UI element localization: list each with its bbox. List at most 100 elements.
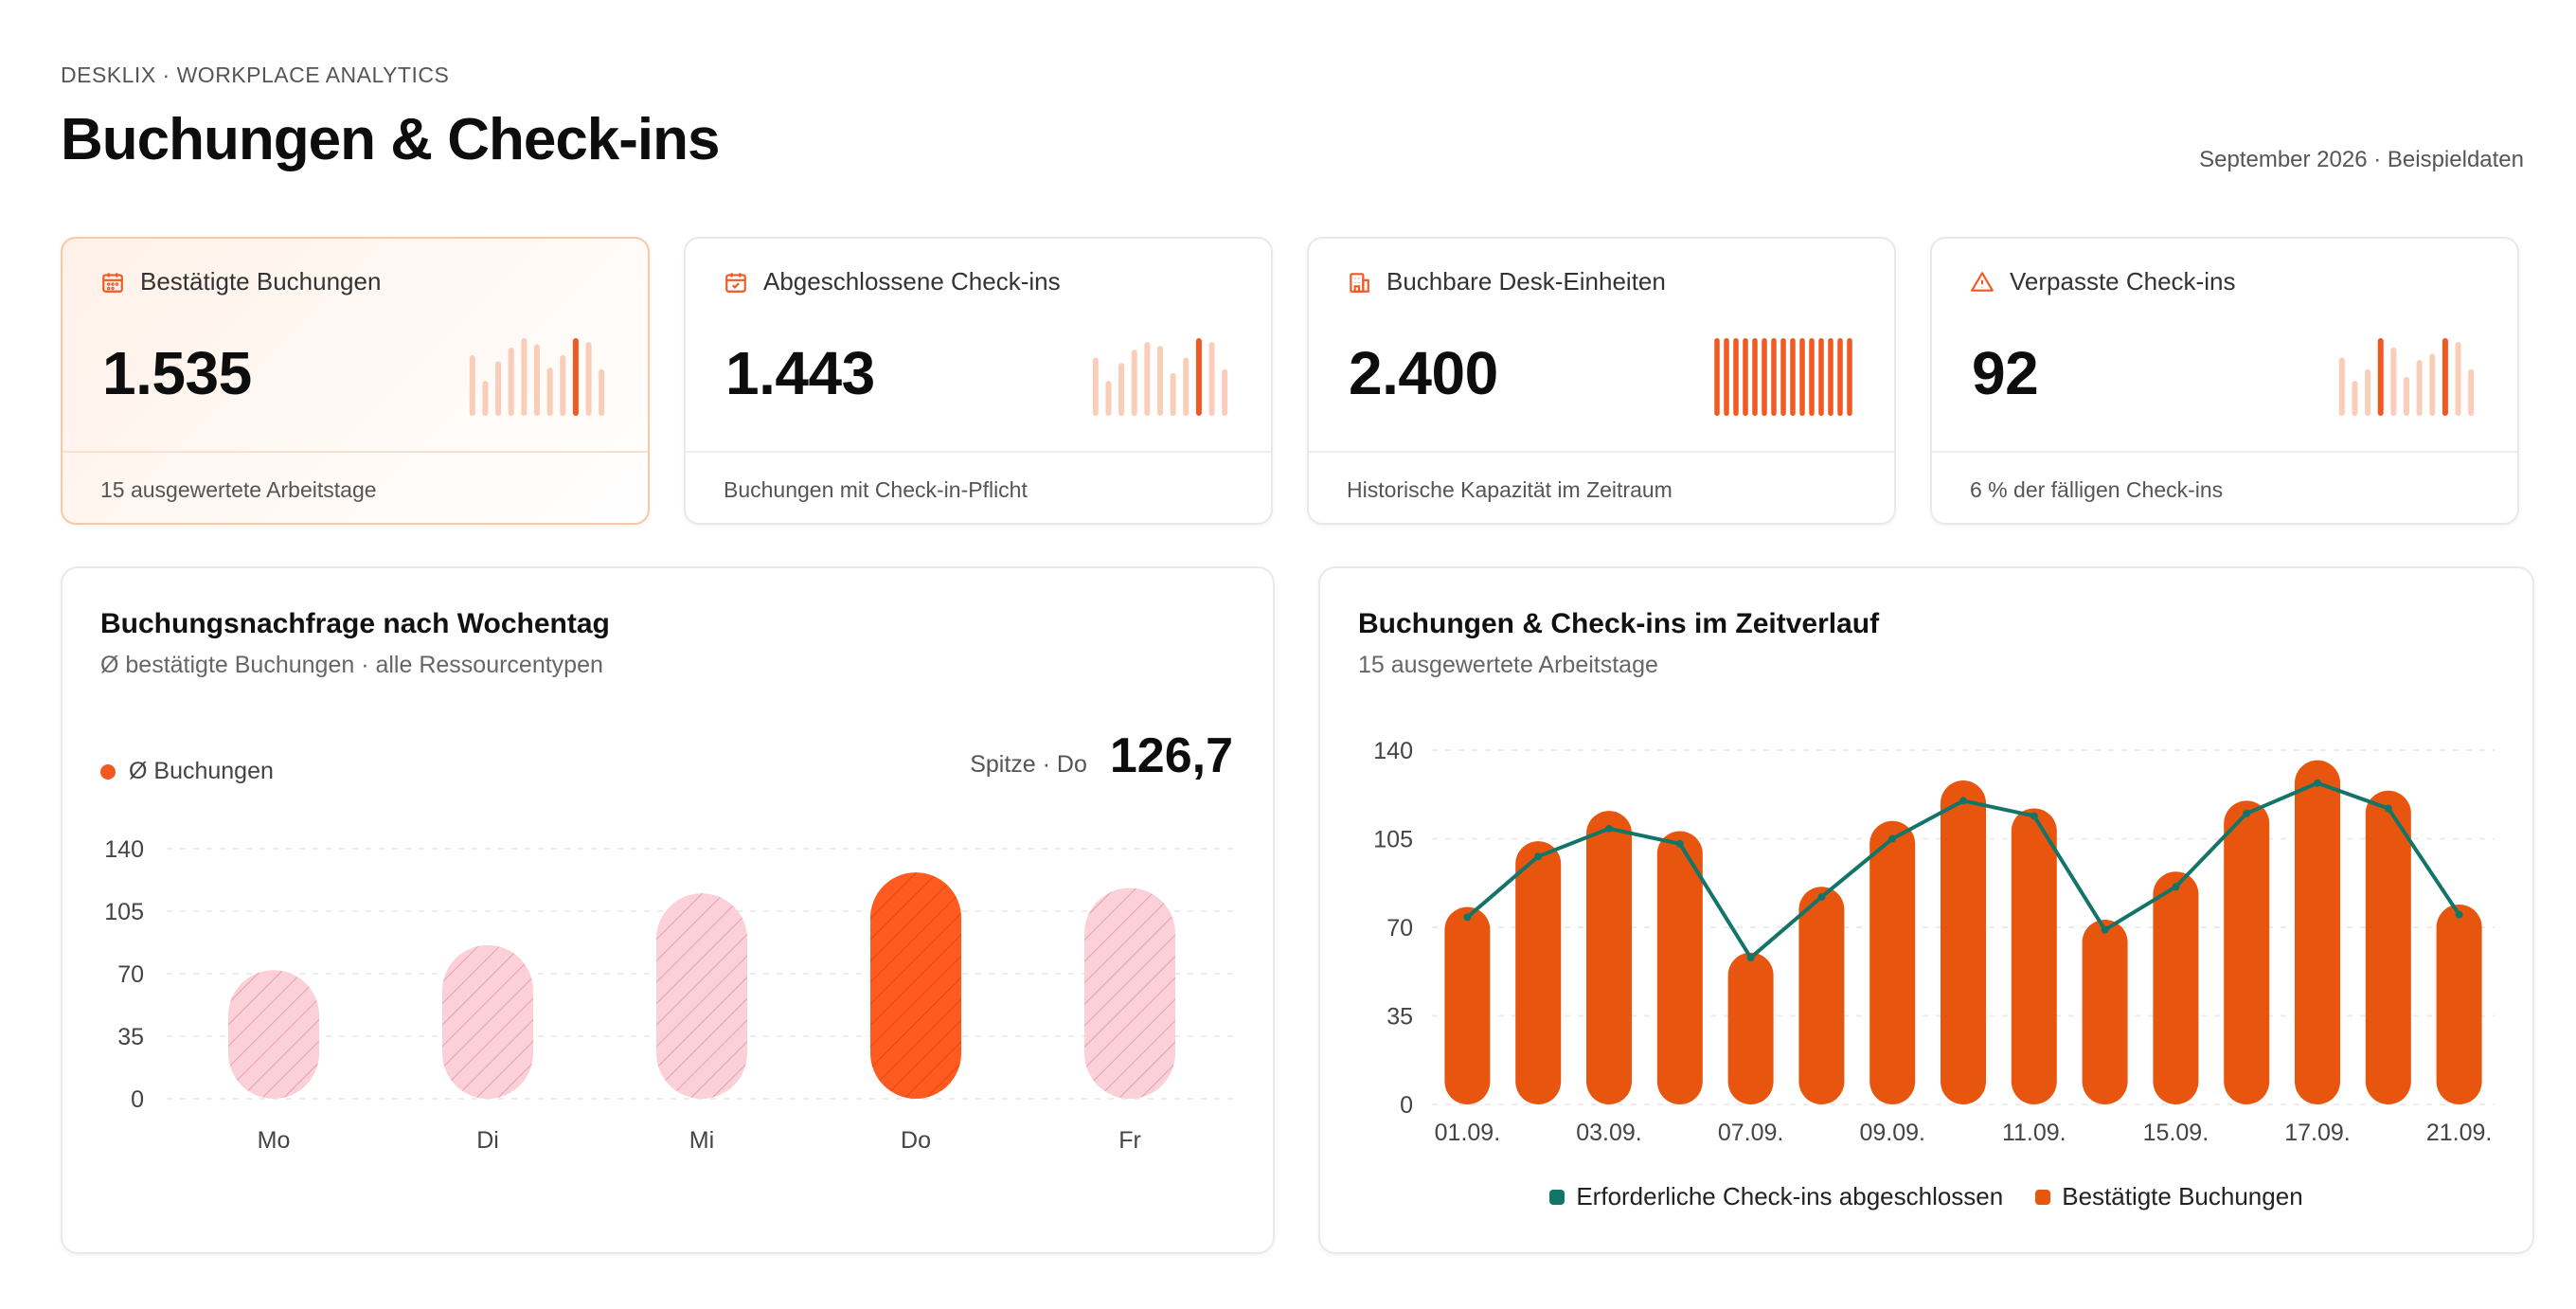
spark-bar [546,368,553,416]
spark-bar [1208,342,1215,416]
spark-bar [1799,338,1805,416]
spark-bar [572,338,579,416]
line-point[interactable] [2384,804,2392,813]
bar-04.09.[interactable] [1656,831,1703,1104]
legend-item-bookings[interactable]: Bestätigte Buchungen [2035,1182,2303,1211]
period-label: September 2026 · Beispieldaten [2199,147,2524,172]
line-point[interactable] [2172,883,2180,891]
x-tick-label: Mi [689,1127,714,1154]
kpi-footer: 15 ausgewertete Arbeitstage [63,451,648,525]
spark-bar [1771,338,1777,416]
spark-bar [1714,338,1720,416]
line-point[interactable] [1675,839,1684,848]
spark-bar [1157,346,1163,416]
spark-bar [1170,372,1176,416]
kpi-header: Abgeschlossene Check-ins [724,267,1061,296]
kpi-card-bookings[interactable]: Bestätigte Buchungen 1.535 15 ausgewerte… [61,237,650,525]
spark-bar [2429,353,2436,416]
bar-03.09.[interactable] [1586,811,1632,1104]
kpi-label: Verpasste Check-ins [2010,267,2236,296]
kpi-card-missed[interactable]: Verpasste Check-ins 92 6 % der fälligen … [1930,237,2519,525]
panel-title: Buchungsnachfrage nach Wochentag [100,608,610,639]
spark-bar [1195,338,1202,416]
panel-title: Buchungen & Check-ins im Zeitverlauf [1358,608,1880,639]
bar-18.09.[interactable] [2365,790,2411,1104]
spark-bar [2455,342,2461,416]
line-point[interactable] [2314,779,2321,787]
x-tick-label: 11.09. [2002,1120,2066,1146]
line-point[interactable] [2455,910,2463,919]
spark-bar [2442,338,2448,416]
x-tick-label: 09.09. [1859,1120,1925,1146]
bar-Fr[interactable] [1084,888,1175,1099]
legend-label: Bestätigte Buchungen [2062,1182,2303,1210]
bar-08.09.[interactable] [1798,887,1845,1104]
bar-01.09.[interactable] [1444,906,1491,1104]
kpi-value: 1.443 [725,339,875,407]
kpi-card-desk-units[interactable]: Buchbare Desk-Einheiten 2.400 Historisch… [1307,237,1896,525]
panel-subtitle: 15 ausgewertete Arbeitstage [1358,652,1658,678]
x-tick-label: 03.09. [1576,1120,1642,1146]
calendar-icon [102,272,123,293]
spark-bar [1828,338,1834,416]
x-tick-label: Fr [1118,1127,1141,1154]
weekday-bar-chart: 0 35 70 105 140 Mo Di Mi Do Fr [104,836,1237,1154]
kpi-label: Abgeschlossene Check-ins [763,267,1061,296]
x-tick-label: 07.09. [1718,1120,1784,1146]
line-point[interactable] [2243,809,2251,817]
peak-value: 126,7 [1109,728,1233,783]
legend-label: Ø Buchungen [129,758,274,784]
line-point[interactable] [1959,797,1967,805]
bar-Di[interactable] [442,944,533,1099]
spark-bar [1222,368,1228,416]
warning-icon [1971,271,1994,292]
line-point[interactable] [1888,834,1897,843]
spark-bar [2352,381,2358,416]
line-point[interactable] [1534,852,1543,861]
bar-14.09.[interactable] [2082,919,2128,1104]
spark-bar [1743,338,1748,416]
timeline-panel: Buchungen & Check-ins im Zeitverlauf 15 … [1318,566,2534,1254]
x-tick-label: 15.09. [2143,1120,2209,1146]
kpi-value: 2.400 [1349,339,1498,407]
kpi-label: Buchbare Desk-Einheiten [1386,267,1666,296]
chart-legend: Erforderliche Check-ins abgeschlossen Be… [1320,1182,2532,1211]
y-tick-label: 35 [1386,1004,1413,1031]
line-point[interactable] [2101,925,2109,934]
sparkline [1092,338,1228,416]
line-point[interactable] [1746,954,1755,962]
spark-bar [521,338,528,416]
kpi-footer: 6 % der fälligen Check-ins [1932,451,2517,525]
page-title: Buchungen & Check-ins [61,107,721,172]
y-tick-label: 140 [104,836,144,863]
building-icon [1350,272,1369,293]
sparkline [1714,338,1852,416]
kpi-card-checkins[interactable]: Abgeschlossene Check-ins 1.443 Buchungen… [684,237,1273,525]
peak-label: Spitze · Do [970,751,1087,778]
bar-21.09.[interactable] [2436,904,2482,1104]
bar-07.09.[interactable] [1727,952,1774,1104]
y-tick-label: 70 [117,961,144,988]
bar-Mi[interactable] [656,893,747,1099]
line-point[interactable] [1605,824,1613,833]
spark-bar [2377,338,2384,416]
bar-10.09.[interactable] [1941,780,1986,1104]
bar-Mo[interactable] [228,970,319,1099]
spark-bar [1752,338,1758,416]
bar-15.09.[interactable] [2153,871,2199,1104]
line-point[interactable] [1817,892,1826,901]
line-point[interactable] [1463,913,1472,922]
line-point[interactable] [2030,812,2038,820]
spark-bar [2338,357,2345,416]
bar-11.09.[interactable] [2011,808,2057,1104]
bar-17.09.[interactable] [2295,760,2340,1104]
legend-item-checkins[interactable]: Erforderliche Check-ins abgeschlossen [1549,1182,2003,1211]
bar-16.09.[interactable] [2224,800,2270,1104]
spark-bar [482,381,489,416]
spark-bar [508,347,514,416]
y-tick-label: 35 [117,1024,144,1050]
bar-02.09.[interactable] [1515,841,1562,1104]
bar-09.09.[interactable] [1869,820,1916,1104]
bar-Do[interactable] [870,872,961,1099]
spark-bar [2390,347,2397,416]
